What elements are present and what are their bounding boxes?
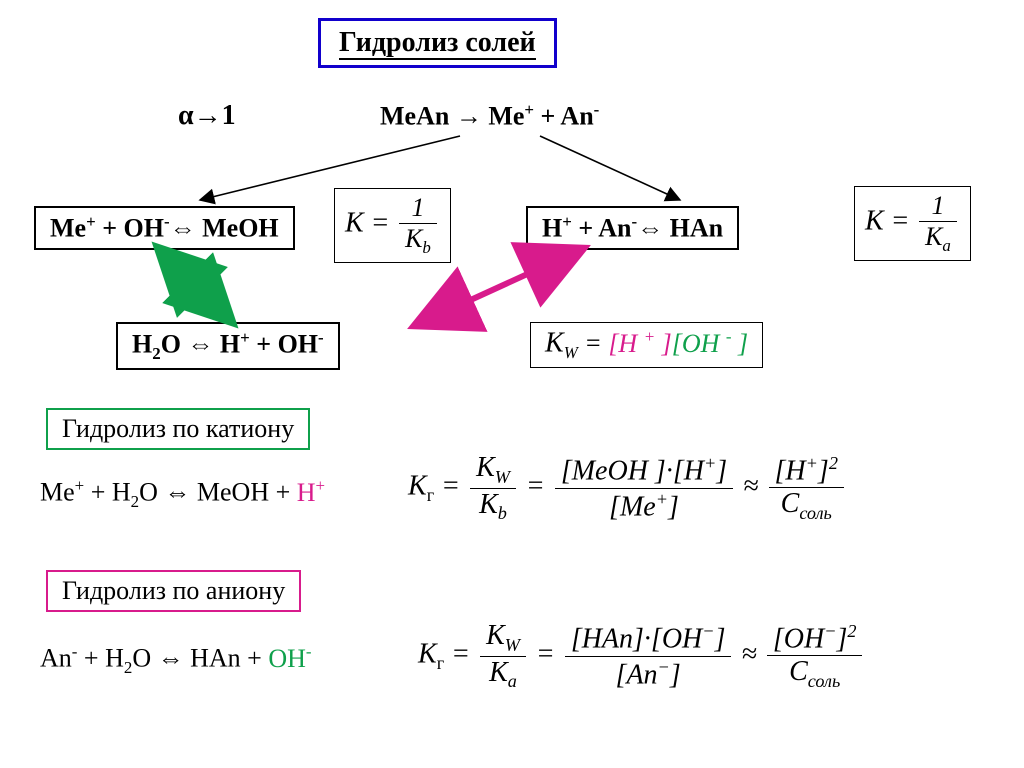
cation-title: Гидролиз по катиону [46,408,310,450]
page-title: Гидролиз солей [318,18,557,68]
cation-reaction: Me+ + H2O ⇔ MeOH + H+ [40,476,325,512]
k-ka-box: K = 1Ka [854,186,971,261]
k-kb-box: K = 1Kb [334,188,451,263]
anion-formula: Kг = KWKa = [HAn]·[OH−][An−] ≈ [OH−]2Cсо… [418,620,865,692]
alpha-arrow: α→1 [178,100,236,132]
water-reaction-box: H2O ⇔ H+ + OH- [116,322,340,370]
right-reaction-box: H+ + An-⇔ HAn [526,206,739,250]
dissociation-eq: MeAn → Me+ + An- [380,100,599,132]
anion-reaction: An- + H2O ⇔ HAn + OH- [40,642,312,678]
cation-formula: Kг = KWKb = [MeOH ]·[H+][Me+] ≈ [H+]2Cсо… [408,452,847,524]
kw-box: KW = [H + ][OH - ] [530,322,763,368]
left-reaction-box: Me+ + OH-⇔ MeOH [34,206,295,250]
anion-title: Гидролиз по аниону [46,570,301,612]
